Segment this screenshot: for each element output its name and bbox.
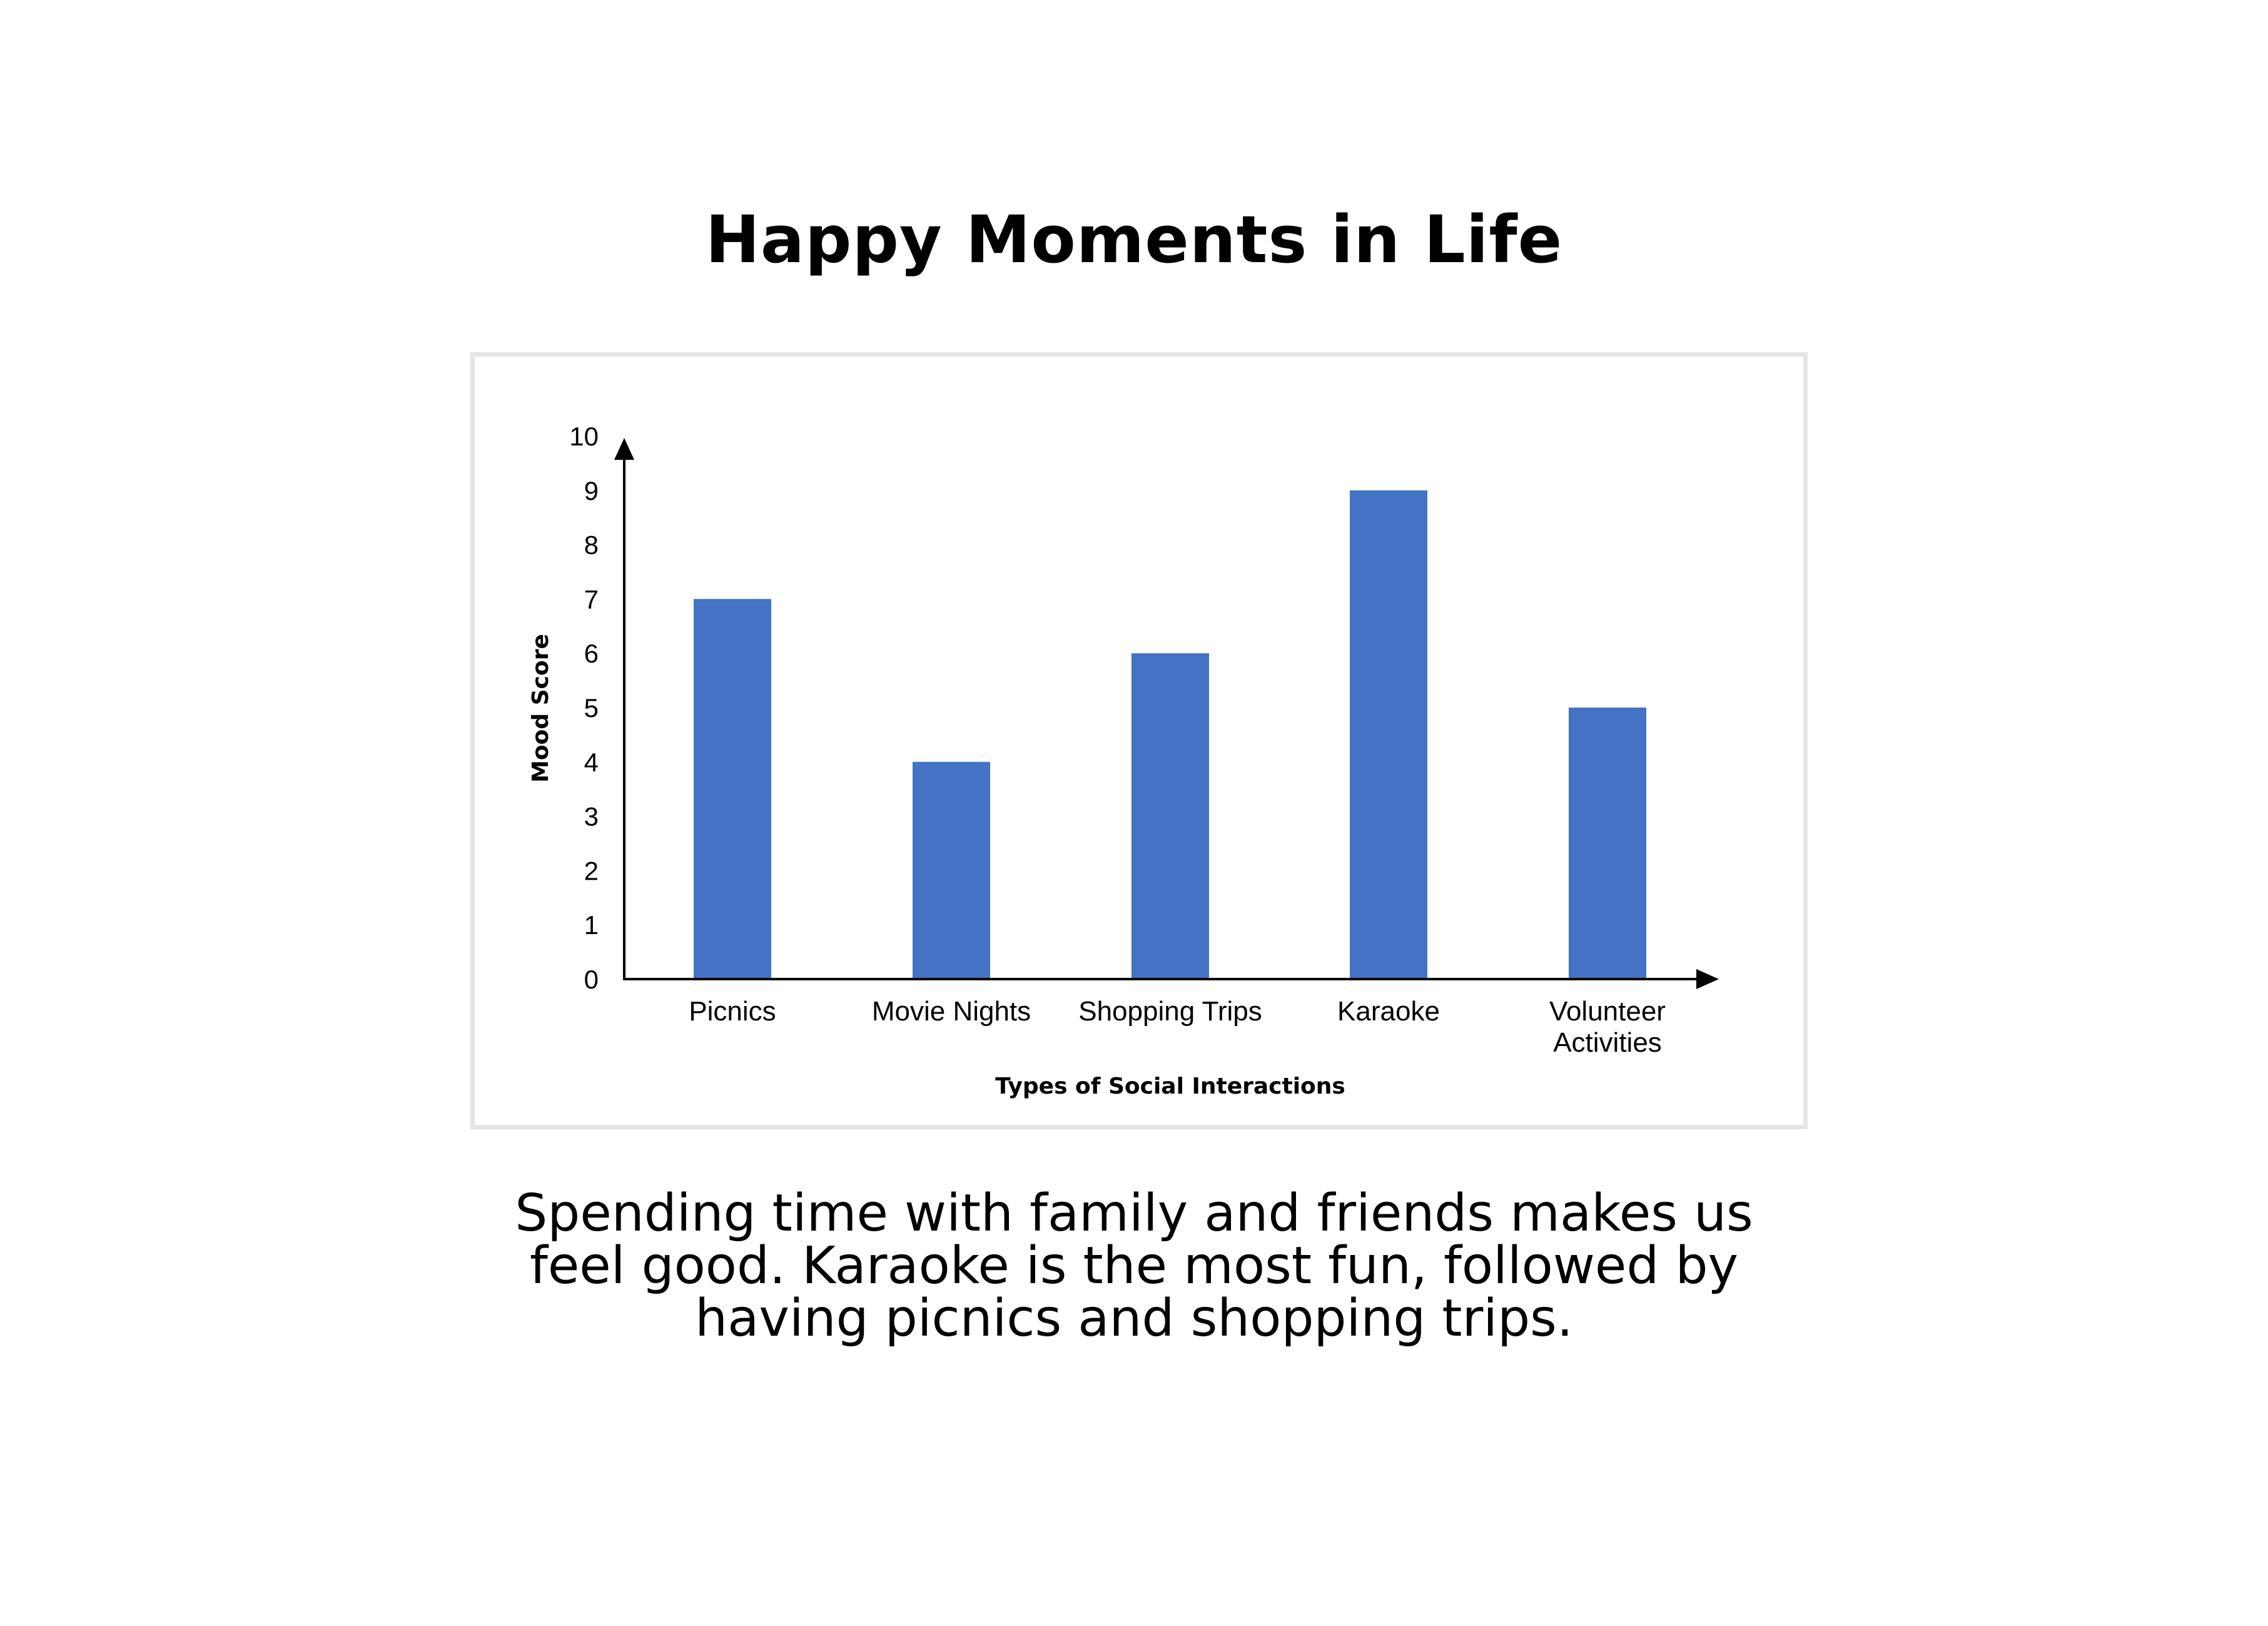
- x-category-label: Activities: [1553, 1027, 1662, 1058]
- x-category-label: Karaoke: [1337, 996, 1440, 1027]
- bar: [694, 599, 771, 979]
- x-category-labels: Picnics Movie Nights Shopping Trips Karaoke…: [689, 996, 1666, 1058]
- y-tick-label: 9: [584, 476, 599, 506]
- bar: [1131, 653, 1209, 979]
- x-category-label: Shopping Trips: [1078, 996, 1262, 1027]
- y-tick-label: 5: [584, 693, 599, 723]
- x-category-label: Movie Nights: [872, 996, 1031, 1027]
- bar: [913, 761, 990, 979]
- x-axis-arrow-icon: [1696, 969, 1719, 989]
- page-title: Happy Moments in Life: [705, 201, 1563, 278]
- y-tick-label: 4: [584, 748, 599, 777]
- y-axis-arrow-icon: [614, 438, 634, 460]
- caption-text: Spending time with family and friends ma…: [515, 1184, 1753, 1348]
- y-tick-label: 6: [584, 639, 599, 668]
- x-axis-title: Types of Social Interactions: [995, 1074, 1345, 1099]
- y-axis-title: Mood Score: [528, 634, 554, 783]
- bar: [1569, 708, 1646, 979]
- y-tick-label: 1: [584, 910, 599, 940]
- x-category-label: Picnics: [689, 996, 776, 1027]
- y-tick-label: 7: [584, 584, 599, 614]
- y-tick-label: 0: [584, 965, 599, 994]
- bars-group: [694, 490, 1646, 979]
- y-tick-label: 3: [584, 802, 599, 831]
- bar: [1350, 490, 1427, 979]
- x-category-label: Volunteer: [1549, 996, 1666, 1027]
- y-tick-label: 8: [584, 531, 599, 560]
- y-tick-label: 10: [569, 422, 599, 451]
- y-tick-label: 2: [584, 856, 599, 885]
- y-tick-labels: 0 1 2 3 4 5 6 7 8 9 10: [569, 422, 599, 994]
